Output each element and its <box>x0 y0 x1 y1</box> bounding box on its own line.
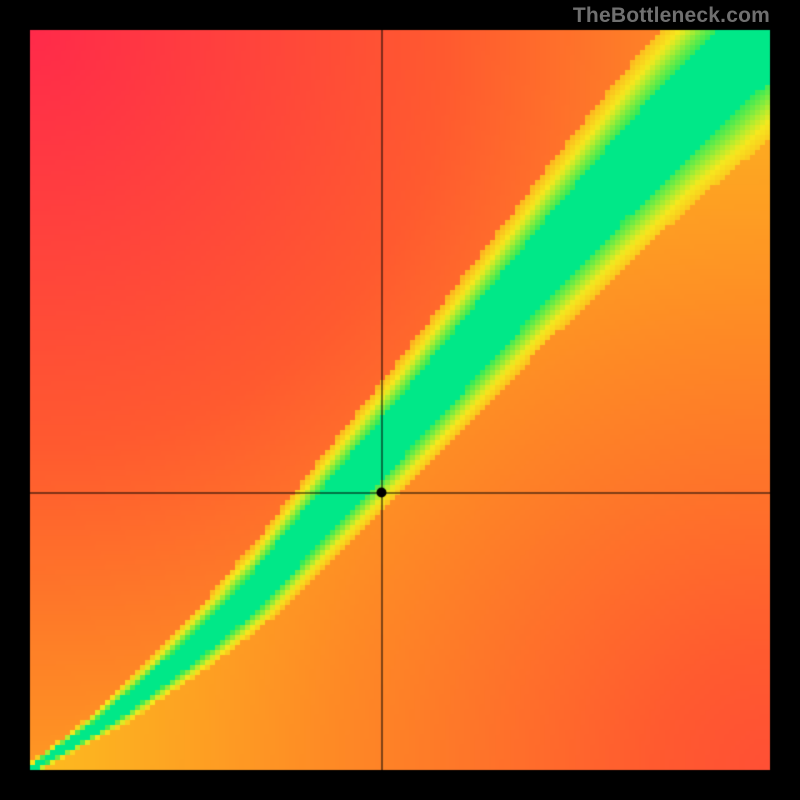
bottleneck-heatmap <box>0 0 800 800</box>
watermark-text: TheBottleneck.com <box>573 4 770 28</box>
